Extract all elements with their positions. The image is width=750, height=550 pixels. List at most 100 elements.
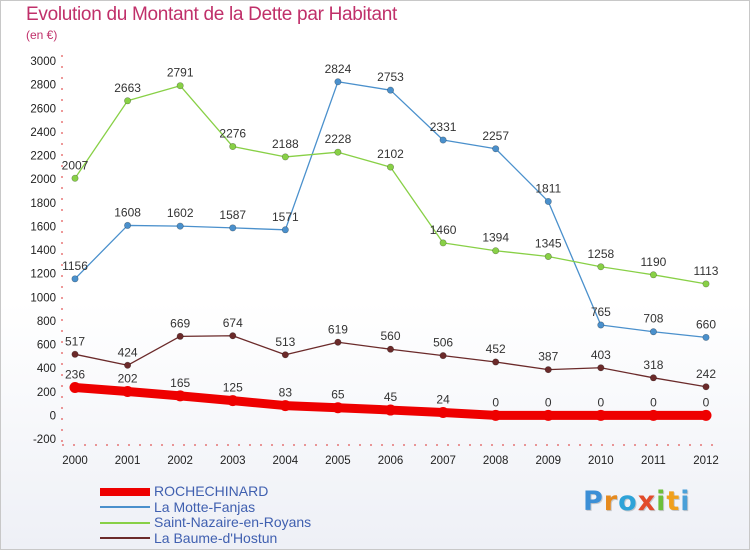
data-point [334,148,342,156]
y-tick-label: 2600 [30,103,56,115]
data-point [386,345,394,353]
data-label: 1156 [62,259,88,273]
logo-letter: r [603,486,619,517]
data-label: 2276 [219,127,246,141]
x-tick-label: 2008 [483,455,509,467]
data-label: 2824 [325,62,352,76]
data-label: 0 [597,395,604,409]
legend-label: La Baume-d'Hostun [154,529,278,546]
data-point [597,321,605,329]
x-tick-label: 2011 [641,455,666,467]
data-label: 0 [703,395,710,409]
logo-letter: t [666,486,681,517]
data-label: 125 [223,381,243,395]
logo-letter: i [656,486,667,517]
chart-subtitle: (en €) [26,28,58,42]
data-point [176,82,184,90]
data-label: 0 [545,395,552,409]
x-tick-label: 2003 [220,455,246,467]
data-point [229,332,237,340]
x-tick-label: 2005 [325,455,351,467]
data-point [647,409,659,421]
data-label: 2663 [114,81,141,95]
data-point [649,328,657,336]
data-point [439,136,447,144]
legend-item: La Motte-Fanjas [100,498,311,516]
data-point [439,352,447,360]
data-label: 83 [279,386,293,400]
data-label: 1811 [535,181,561,195]
data-point [332,402,344,414]
data-point [492,145,500,153]
data-label: 506 [433,336,453,350]
data-label: 318 [643,358,663,372]
data-label: 1608 [114,205,141,219]
data-label: 2257 [482,129,509,143]
data-label: 236 [65,367,85,381]
data-point [702,333,710,341]
y-tick-label: 1400 [30,245,56,257]
x-tick-label: 2002 [167,455,193,467]
data-label: 517 [65,334,85,348]
data-point [69,381,81,393]
data-label: 2791 [167,66,194,80]
logo-letter: o [618,486,638,517]
data-label: 1460 [430,223,457,237]
data-point [700,409,712,421]
y-tick-label: 3000 [30,56,56,68]
data-point [334,338,342,346]
data-point [544,197,552,205]
y-tick-label: 400 [37,363,56,375]
data-point [176,332,184,340]
data-point [124,361,132,369]
y-tick-label: 1800 [30,198,56,210]
data-label: 1258 [587,247,614,261]
data-point [176,222,184,230]
data-label: 202 [118,372,138,386]
x-tick-label: 2007 [430,455,456,467]
data-label: 619 [328,322,348,336]
y-tick-label: 800 [37,316,56,328]
legend-swatch [100,521,150,524]
data-point [649,271,657,279]
data-label: 2188 [272,137,299,151]
chart-legend: ROCHECHINARD La Motte-Fanjas Saint-Nazaire… [100,484,311,546]
data-point [281,226,289,234]
data-point [702,280,710,288]
data-point [281,351,289,359]
data-label: 45 [384,390,398,404]
data-point [71,350,79,358]
data-point [227,395,239,407]
y-tick-label: 2000 [30,174,56,186]
data-point [386,86,394,94]
x-tick-label: 2012 [693,455,719,467]
data-point [122,386,134,398]
data-point [229,143,237,151]
x-tick-label: 2004 [273,455,299,467]
data-label: 0 [650,395,657,409]
data-point [490,409,502,421]
data-label: 24 [436,393,450,407]
data-point [281,153,289,161]
data-point [492,358,500,366]
data-point [385,404,396,416]
x-tick-label: 2001 [115,455,141,467]
y-tick-label: 200 [37,387,56,399]
legend-label: La Motte-Fanjas [154,498,256,515]
legend-item: Saint-Nazaire-en-Royans [100,515,311,531]
data-label: 765 [591,305,611,319]
legend-label: ROCHECHINARD [154,483,269,500]
data-label: 1602 [167,206,194,220]
data-label: 0 [492,395,499,409]
legend-swatch [100,487,150,496]
data-point [334,78,342,86]
data-label: 1345 [535,236,562,250]
data-label: 560 [380,329,400,343]
data-label: 2228 [325,132,352,146]
legend-item: ROCHECHINARD [100,484,311,500]
data-point [597,364,605,372]
data-label: 1113 [694,264,719,278]
data-label: 452 [486,342,506,356]
y-tick-label: 2400 [30,127,56,139]
